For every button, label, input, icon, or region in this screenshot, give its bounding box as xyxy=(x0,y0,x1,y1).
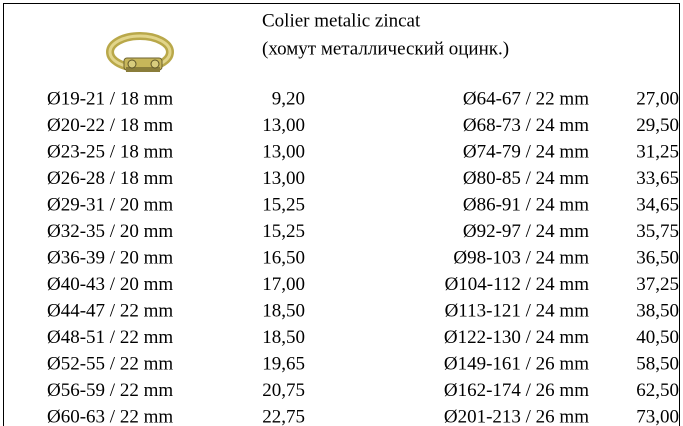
price: 17,00 xyxy=(262,274,305,295)
price: 29,50 xyxy=(636,115,679,136)
size-label: Ø162-174 / 26 mm xyxy=(444,380,589,401)
size-label: Ø92-97 / 24 mm xyxy=(463,221,589,242)
size-label: Ø40-43 / 20 mm xyxy=(47,274,173,295)
size-label: Ø80-85 / 24 mm xyxy=(463,168,589,189)
size-label: Ø122-130 / 24 mm xyxy=(444,327,589,348)
size-label: Ø68-73 / 24 mm xyxy=(463,115,589,136)
size-label: Ø74-79 / 24 mm xyxy=(463,141,589,162)
price: 13,00 xyxy=(262,115,305,136)
title-line: (хомут металлический оцинк.) xyxy=(262,38,509,59)
size-label: Ø60-63 / 22 mm xyxy=(47,406,173,426)
price: 73,00 xyxy=(636,406,679,426)
price: 19,65 xyxy=(262,353,305,374)
size-label: Ø29-31 / 20 mm xyxy=(47,194,173,215)
price: 22,75 xyxy=(262,406,305,426)
size-label: Ø26-28 / 18 mm xyxy=(47,168,173,189)
size-label: Ø149-161 / 26 mm xyxy=(444,353,589,374)
price: 15,25 xyxy=(262,221,305,242)
price: 20,75 xyxy=(262,380,305,401)
size-label: Ø104-112 / 24 mm xyxy=(445,274,590,295)
size-label: Ø32-35 / 20 mm xyxy=(47,221,173,242)
price: 13,00 xyxy=(262,168,305,189)
size-label: Ø48-51 / 22 mm xyxy=(47,327,173,348)
size-label: Ø52-55 / 22 mm xyxy=(47,353,173,374)
page: Colier metalic zincat (хомут металлическ… xyxy=(0,0,683,426)
size-label: Ø56-59 / 22 mm xyxy=(47,380,173,401)
price: 33,65 xyxy=(636,168,679,189)
size-label: Ø201-213 / 26 mm xyxy=(444,406,589,426)
size-label: Ø20-22 / 18 mm xyxy=(47,115,173,136)
price: 40,50 xyxy=(636,327,679,348)
price: 58,50 xyxy=(636,353,679,374)
size-label: Ø44-47 / 22 mm xyxy=(47,300,173,321)
document: Colier metalic zincat (хомут металлическ… xyxy=(0,0,683,426)
price: 36,50 xyxy=(636,247,679,268)
price: 16,50 xyxy=(262,247,305,268)
price: 15,25 xyxy=(262,194,305,215)
size-label: Ø23-25 / 18 mm xyxy=(47,141,173,162)
price: 35,75 xyxy=(636,221,679,242)
size-label: Ø113-121 / 24 mm xyxy=(445,300,590,321)
clamp-icon xyxy=(110,36,170,72)
size-label: Ø64-67 / 22 mm xyxy=(463,88,589,109)
price: 18,50 xyxy=(262,300,305,321)
price: 34,65 xyxy=(636,194,679,215)
price: 18,50 xyxy=(262,327,305,348)
size-label: Ø19-21 / 18 mm xyxy=(47,88,173,109)
size-label: Ø86-91 / 24 mm xyxy=(463,194,589,215)
price: 13,00 xyxy=(262,141,305,162)
price: 62,50 xyxy=(636,380,679,401)
title-line: Colier metalic zincat xyxy=(262,10,421,31)
price: 9,20 xyxy=(272,88,305,109)
price: 31,25 xyxy=(636,141,679,162)
price: 37,25 xyxy=(636,274,679,295)
size-label: Ø98-103 / 24 mm xyxy=(453,247,589,268)
size-label: Ø36-39 / 20 mm xyxy=(47,247,173,268)
price: 27,00 xyxy=(636,88,679,109)
price: 38,50 xyxy=(636,300,679,321)
